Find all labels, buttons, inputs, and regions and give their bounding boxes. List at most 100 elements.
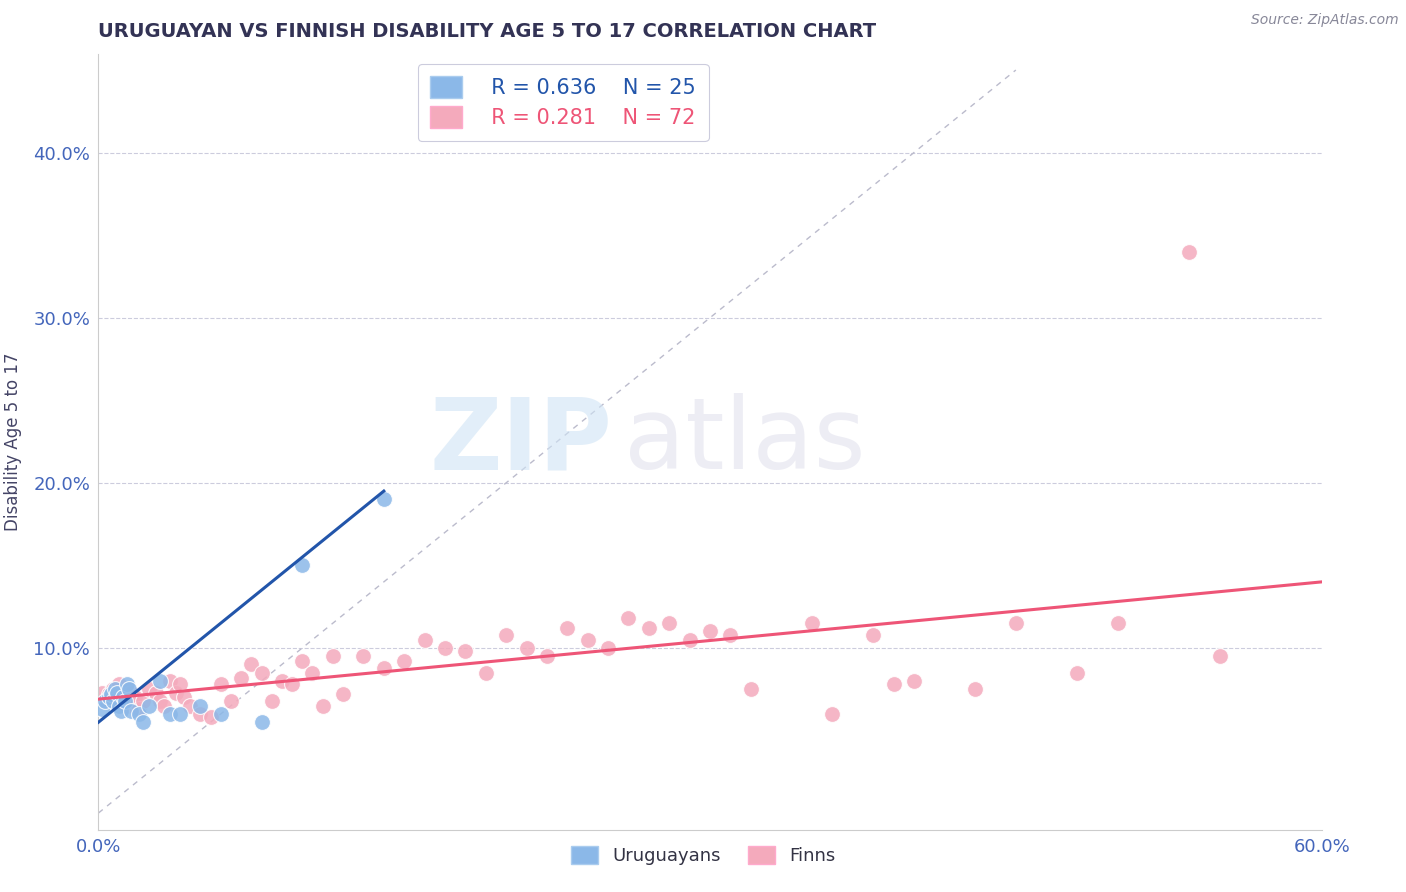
Point	[108, 677, 131, 691]
Point	[413, 632, 436, 647]
Point	[679, 632, 702, 647]
Point	[110, 687, 132, 701]
Point	[104, 694, 127, 708]
Point	[658, 616, 681, 631]
Point	[576, 632, 599, 647]
Point	[96, 694, 118, 708]
Text: URUGUAYAN VS FINNISH DISABILITY AGE 5 TO 17 CORRELATION CHART: URUGUAYAN VS FINNISH DISABILITY AGE 5 TO…	[98, 21, 876, 41]
Point	[159, 706, 181, 721]
Point	[114, 694, 136, 708]
Point	[169, 677, 191, 691]
Point	[101, 682, 124, 697]
Point	[149, 694, 172, 708]
Point	[219, 694, 242, 708]
Point	[291, 654, 314, 668]
Text: ZIP: ZIP	[429, 393, 612, 490]
Point	[149, 673, 172, 688]
Point	[209, 706, 232, 721]
Text: atlas: atlas	[624, 393, 866, 490]
Point	[110, 704, 132, 718]
Point	[1004, 616, 1026, 631]
Point	[115, 698, 138, 713]
Point	[965, 682, 987, 697]
Point	[165, 685, 187, 699]
Point	[120, 685, 142, 699]
Point	[1178, 244, 1201, 259]
Point	[188, 698, 212, 713]
Point	[188, 706, 212, 721]
Point	[122, 694, 145, 708]
Point	[250, 665, 273, 680]
Point	[270, 673, 294, 688]
Point	[120, 704, 142, 718]
Point	[100, 690, 122, 705]
Point	[97, 687, 120, 701]
Legend: Uruguayans, Finns: Uruguayans, Finns	[561, 837, 845, 874]
Point	[454, 644, 477, 658]
Point	[145, 685, 167, 699]
Point	[718, 628, 742, 642]
Point	[821, 706, 844, 721]
Text: Source: ZipAtlas.com: Source: ZipAtlas.com	[1251, 13, 1399, 28]
Point	[128, 702, 150, 716]
Point	[260, 694, 283, 708]
Point	[115, 677, 138, 691]
Point	[209, 677, 232, 691]
Point	[555, 621, 579, 635]
Point	[91, 702, 114, 716]
Point	[179, 698, 201, 713]
Point	[322, 649, 344, 664]
Point	[373, 492, 395, 507]
Point	[91, 685, 114, 699]
Point	[138, 682, 160, 697]
Point	[114, 694, 136, 708]
Point	[108, 698, 131, 713]
Point	[200, 710, 222, 724]
Point	[699, 624, 721, 639]
Point	[373, 661, 395, 675]
Y-axis label: Disability Age 5 to 17: Disability Age 5 to 17	[4, 352, 22, 531]
Point	[903, 673, 925, 688]
Point	[111, 690, 134, 705]
Point	[740, 682, 762, 697]
Point	[231, 671, 253, 685]
Point	[598, 640, 620, 655]
Point	[301, 665, 323, 680]
Point	[250, 715, 273, 730]
Point	[104, 682, 127, 697]
Point	[105, 685, 128, 699]
Point	[352, 649, 374, 664]
Legend:   R = 0.636    N = 25,   R = 0.281    N = 72: R = 0.636 N = 25, R = 0.281 N = 72	[418, 64, 709, 141]
Point	[1066, 665, 1088, 680]
Point	[124, 690, 146, 705]
Point	[474, 665, 498, 680]
Point	[132, 694, 155, 708]
Point	[495, 628, 517, 642]
Point	[392, 654, 416, 668]
Point	[169, 706, 191, 721]
Point	[132, 715, 155, 730]
Point	[101, 694, 124, 708]
Point	[128, 706, 150, 721]
Point	[159, 673, 181, 688]
Point	[152, 698, 174, 713]
Point	[536, 649, 558, 664]
Point	[312, 698, 335, 713]
Point	[434, 640, 457, 655]
Point	[883, 677, 905, 691]
Point	[105, 685, 128, 699]
Point	[617, 611, 640, 625]
Point	[240, 657, 263, 672]
Point	[97, 690, 120, 705]
Point	[291, 558, 314, 573]
Point	[281, 677, 304, 691]
Point	[100, 687, 122, 701]
Point	[138, 698, 160, 713]
Point	[637, 621, 661, 635]
Point	[118, 682, 141, 697]
Point	[801, 616, 824, 631]
Point	[516, 640, 538, 655]
Point	[862, 628, 884, 642]
Point	[1107, 616, 1129, 631]
Point	[1209, 649, 1232, 664]
